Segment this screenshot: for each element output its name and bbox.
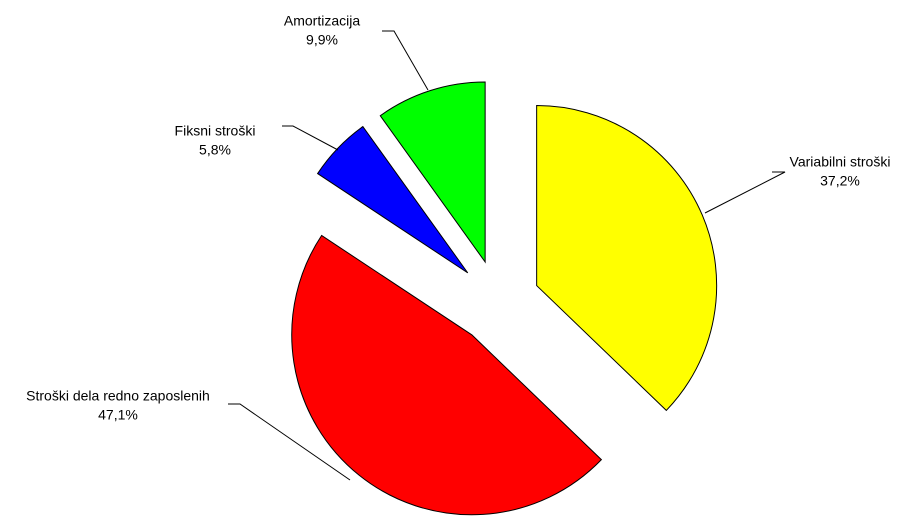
slice-value-label: 5,8% xyxy=(199,142,231,158)
pie-slice xyxy=(316,125,469,274)
pie-slice xyxy=(291,234,603,516)
pie-slice xyxy=(536,105,718,412)
slice-label: Fiksni stroški xyxy=(175,123,256,139)
leader-line xyxy=(228,403,351,481)
slice-value-label: 9,9% xyxy=(306,32,338,48)
slice-label: Variabilni stroški xyxy=(790,154,891,170)
pie-slice xyxy=(379,81,486,264)
leader-line xyxy=(704,171,786,214)
slice-value-label: 47,1% xyxy=(98,407,138,423)
slice-value-label: 37,2% xyxy=(820,173,860,189)
leader-line xyxy=(282,125,339,151)
slice-label: Amortizacija xyxy=(284,13,360,29)
slice-label: Stroški dela redno zaposlenih xyxy=(26,388,210,404)
leader-line xyxy=(382,30,429,91)
